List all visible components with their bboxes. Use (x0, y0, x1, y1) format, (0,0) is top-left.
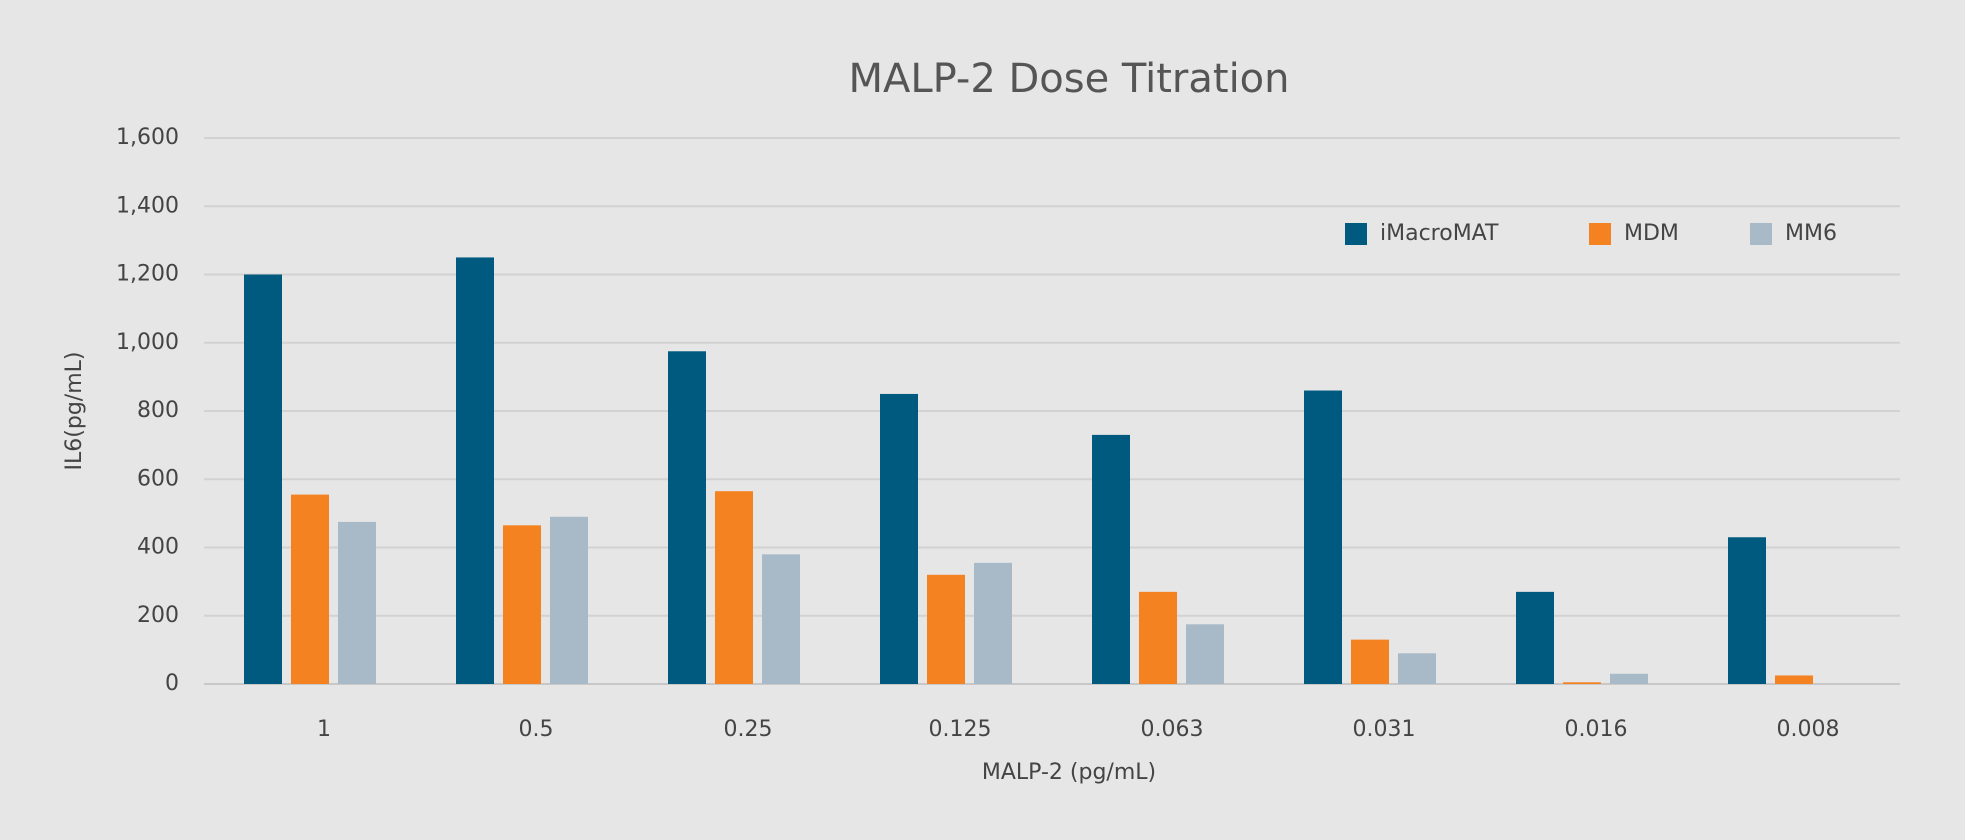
bar (456, 257, 494, 684)
y-tick-label: 1,400 (116, 193, 179, 218)
x-tick-label: 0.016 (1565, 717, 1628, 742)
x-axis-title: MALP-2 (pg/mL) (982, 760, 1156, 785)
x-tick-label: 0.25 (724, 717, 773, 742)
x-tick-label: 0.5 (519, 717, 554, 742)
bar (880, 393, 918, 684)
y-tick-label: 1,600 (116, 125, 179, 150)
bar (1516, 591, 1554, 684)
bar (1610, 673, 1648, 684)
bar (1351, 639, 1389, 684)
legend-swatch (1345, 223, 1367, 245)
bar (762, 554, 800, 684)
y-tick-label: 1,000 (116, 330, 179, 355)
bar (1775, 675, 1813, 684)
legend-label: MM6 (1785, 221, 1837, 246)
bar (974, 562, 1012, 684)
bar (550, 516, 588, 684)
legend-swatch (1589, 223, 1611, 245)
bar (715, 491, 753, 684)
bar (291, 494, 329, 684)
legend-label: iMacroMAT (1380, 221, 1499, 246)
x-tick-label: 0.031 (1353, 717, 1416, 742)
y-tick-label: 400 (137, 535, 179, 560)
x-tick-label: 0.008 (1777, 717, 1840, 742)
bar (244, 274, 282, 684)
y-tick-label: 0 (165, 671, 179, 696)
bar (1563, 682, 1601, 684)
legend-label: MDM (1624, 221, 1679, 246)
bar (1304, 390, 1342, 684)
y-axis-title: IL6(pg/mL) (62, 352, 87, 471)
legend-swatch (1750, 223, 1772, 245)
chart-title: MALP-2 Dose Titration (848, 56, 1289, 102)
x-tick-label: 0.125 (929, 717, 992, 742)
x-tick-label: 1 (317, 717, 331, 742)
bar (1186, 624, 1224, 684)
x-tick-label: 0.063 (1141, 717, 1204, 742)
bar (1398, 653, 1436, 684)
y-tick-label: 1,200 (116, 262, 179, 287)
bar (1728, 537, 1766, 684)
bar (503, 525, 541, 684)
y-tick-label: 600 (137, 466, 179, 491)
y-tick-label: 800 (137, 398, 179, 423)
bar (1139, 591, 1177, 684)
bar (1092, 434, 1130, 684)
bar (927, 574, 965, 684)
y-tick-label: 200 (137, 603, 179, 628)
bar (338, 521, 376, 684)
bar (668, 351, 706, 684)
